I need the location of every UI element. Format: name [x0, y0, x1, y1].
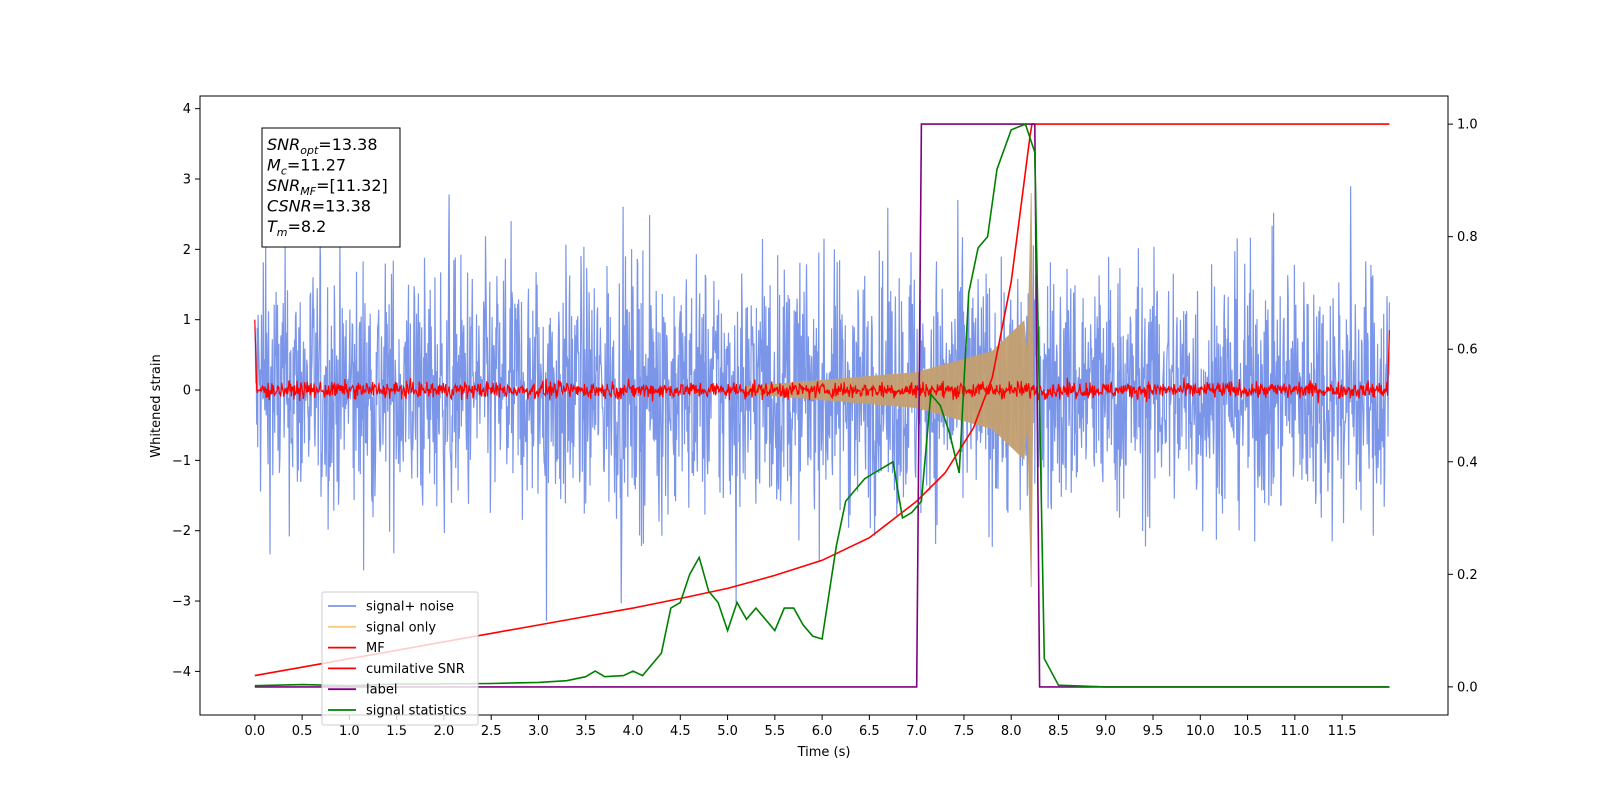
- x-tick-label: 0.5: [292, 724, 313, 739]
- y-tick-label: 3: [183, 173, 191, 188]
- x-tick-label: 2.0: [434, 724, 455, 739]
- x-tick-label: 11.0: [1280, 724, 1309, 739]
- info-line: SNRopt=13.38: [267, 135, 378, 157]
- x-tick-label: 0.0: [244, 724, 265, 739]
- y2-tick-label: 0.2: [1457, 568, 1478, 583]
- y-axis: −4 −3 −2 −1 0 1 2 3 4: [172, 102, 200, 680]
- x-tick-label: 3.0: [528, 724, 549, 739]
- x-tick-label: 4.5: [670, 724, 691, 739]
- y-axis-title: Whitened strain: [149, 354, 164, 457]
- x-tick-label: 7.0: [906, 724, 927, 739]
- x-tick-label: 6.0: [812, 724, 833, 739]
- x-axis: 0.0 0.5 1.0 1.5 2.0 2.5 3.0 3.5 4.0 4.5 5.0 5.5 6.0 6…: [244, 715, 1357, 739]
- x-tick-label: 2.5: [481, 724, 502, 739]
- x-tick-label: 9.0: [1095, 724, 1116, 739]
- info-line: Mc=11.27: [267, 156, 346, 178]
- info-box-frame: [261, 127, 401, 248]
- signal-statistics-line: [254, 123, 1390, 688]
- x-tick-label: 1.0: [339, 724, 360, 739]
- legend-label: signal statistics: [366, 704, 467, 719]
- y-tick-label: −4: [172, 665, 191, 680]
- y2-tick-label: 1.0: [1457, 118, 1478, 133]
- x-tick-label: 5.5: [764, 724, 785, 739]
- x-axis-title: Time (s): [797, 745, 851, 760]
- x-tick-label: 9.5: [1143, 724, 1164, 739]
- x-tick-label: 10.5: [1233, 724, 1262, 739]
- y2-tick-label: 0.4: [1457, 455, 1478, 470]
- legend-label: signal+ noise: [366, 600, 454, 615]
- x-tick-label: 7.5: [954, 724, 975, 739]
- legend-label: MF: [366, 641, 385, 656]
- y-tick-label: −3: [172, 595, 191, 610]
- info-box: SNRopt=13.38Mc=11.27SNRMF=[11.32]CSNR=13…: [261, 127, 401, 248]
- y-tick-label: −1: [172, 454, 191, 469]
- y-tick-label: 2: [183, 243, 191, 258]
- y2-tick-label: 0.8: [1457, 230, 1478, 245]
- x-tick-label: 10.0: [1186, 724, 1215, 739]
- x-tick-label: 6.5: [859, 724, 880, 739]
- mf-line: [254, 319, 1390, 404]
- y2-axis: 0.0 0.2 0.4 0.6 0.8 1.0: [1448, 118, 1478, 695]
- x-tick-label: 5.0: [717, 724, 738, 739]
- info-line: Tm=8.2: [267, 217, 326, 239]
- legend: signal+ noise signal only MF cumilative SNR…: [321, 591, 479, 726]
- plot-frame: [199, 95, 1449, 716]
- y-tick-label: 1: [183, 313, 191, 328]
- x-tick-label: 4.0: [623, 724, 644, 739]
- y-tick-label: 4: [183, 102, 191, 117]
- noise-layer: [254, 186, 1390, 621]
- y-tick-label: 0: [183, 384, 191, 399]
- legend-label: signal only: [366, 620, 436, 635]
- x-tick-label: 8.5: [1048, 724, 1069, 739]
- legend-label: label: [366, 683, 397, 698]
- x-tick-label: 8.0: [1001, 724, 1022, 739]
- x-tick-label: 1.5: [386, 724, 407, 739]
- x-tick-label: 3.5: [575, 724, 596, 739]
- info-line: SNRMF=[11.32]: [267, 176, 388, 198]
- legend-label: cumilative SNR: [366, 662, 465, 677]
- x-tick-label: 11.5: [1328, 724, 1357, 739]
- y-tick-label: −2: [172, 524, 191, 539]
- y2-tick-label: 0.6: [1457, 343, 1478, 358]
- signal-noise-line: [254, 186, 1390, 621]
- info-line: CSNR=13.38: [267, 197, 371, 216]
- y2-tick-label: 0.0: [1457, 680, 1478, 695]
- legend-frame: [321, 591, 479, 726]
